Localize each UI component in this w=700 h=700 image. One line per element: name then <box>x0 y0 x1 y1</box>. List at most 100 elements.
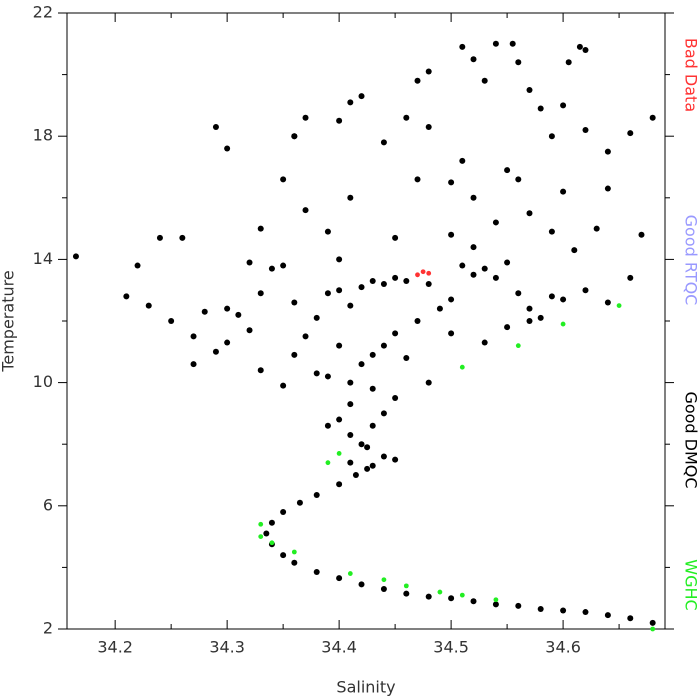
data-point <box>280 262 287 269</box>
data-point <box>604 185 611 192</box>
data-point <box>548 133 555 140</box>
data-point <box>296 499 303 506</box>
data-point <box>364 444 371 451</box>
data-point <box>526 87 533 93</box>
data-point <box>392 395 399 401</box>
data-point <box>481 339 488 346</box>
data-point <box>515 176 522 183</box>
data-point <box>470 56 477 63</box>
data-point <box>380 453 387 460</box>
y-tick-label: 10 <box>33 372 53 391</box>
data-point <box>414 77 421 84</box>
data-point <box>481 77 488 84</box>
data-point <box>364 465 371 472</box>
data-point <box>492 219 499 226</box>
data-point <box>369 385 376 392</box>
data-point <box>403 114 410 121</box>
data-point <box>235 311 242 318</box>
x-axis-title: Salinity <box>336 678 395 697</box>
data-point <box>336 287 343 294</box>
data-point <box>134 262 141 269</box>
data-point <box>168 318 175 324</box>
data-point <box>336 416 343 423</box>
data-point <box>280 552 287 559</box>
data-point <box>347 194 354 201</box>
data-point <box>347 571 353 576</box>
data-point <box>492 601 499 608</box>
data-point <box>492 40 499 47</box>
data-point <box>302 114 309 121</box>
data-point <box>224 339 231 346</box>
data-point <box>257 367 264 374</box>
data-point <box>470 598 477 605</box>
data-point <box>582 609 589 616</box>
data-point <box>437 589 443 595</box>
data-point <box>392 234 399 241</box>
data-point <box>156 234 163 241</box>
data-point <box>347 99 354 106</box>
data-point <box>582 287 589 294</box>
data-point <box>470 271 477 278</box>
data-point <box>369 277 376 284</box>
data-point <box>470 244 477 251</box>
data-point <box>336 256 343 263</box>
data-point <box>313 314 320 321</box>
data-point <box>627 615 634 622</box>
data-point <box>201 308 208 315</box>
data-point <box>380 342 387 349</box>
data-point <box>380 139 387 146</box>
data-point <box>426 270 432 276</box>
y-tick-label: 14 <box>33 249 53 268</box>
data-point <box>515 290 522 297</box>
data-point <box>358 441 365 448</box>
data-point <box>604 299 611 306</box>
data-point <box>436 305 443 312</box>
data-point <box>403 583 409 589</box>
data-point <box>448 231 455 238</box>
data-point <box>504 259 511 266</box>
data-point <box>414 318 421 324</box>
data-point <box>403 354 410 361</box>
x-tick-label: 34.3 <box>209 638 245 657</box>
data-point <box>537 314 544 321</box>
data-point <box>380 585 387 592</box>
data-point <box>324 422 331 429</box>
data-point <box>324 228 331 235</box>
data-point <box>582 46 589 53</box>
data-point <box>381 577 387 583</box>
data-point <box>616 303 622 308</box>
data-point <box>324 373 331 380</box>
data-point <box>526 318 533 324</box>
x-tick-label: 34.4 <box>321 638 357 657</box>
data-point <box>459 262 466 269</box>
data-point <box>425 68 432 75</box>
x-tick-label: 34.2 <box>97 638 133 657</box>
data-point <box>280 508 287 515</box>
data-point <box>358 581 365 588</box>
data-point <box>509 40 516 47</box>
data-point <box>324 290 331 297</box>
data-point <box>336 575 343 582</box>
data-point <box>504 167 511 174</box>
data-point <box>425 123 432 130</box>
data-point <box>537 105 544 112</box>
data-point <box>268 265 275 272</box>
y-axis-title: Temperature <box>0 270 18 372</box>
data-point <box>649 619 656 626</box>
data-point <box>336 342 343 349</box>
x-tick-label: 34.6 <box>545 638 581 657</box>
y-tick-label: 22 <box>33 3 53 22</box>
data-point <box>336 451 342 456</box>
data-point <box>448 595 455 602</box>
data-point <box>425 379 432 386</box>
data-point <box>358 361 365 368</box>
legend-entry: WGHC <box>682 559 700 610</box>
data-point <box>224 305 231 312</box>
data-point <box>258 521 264 527</box>
data-point <box>257 290 264 297</box>
data-point <box>560 188 567 195</box>
data-point <box>638 231 645 238</box>
data-point <box>347 401 354 408</box>
data-point <box>280 176 287 183</box>
